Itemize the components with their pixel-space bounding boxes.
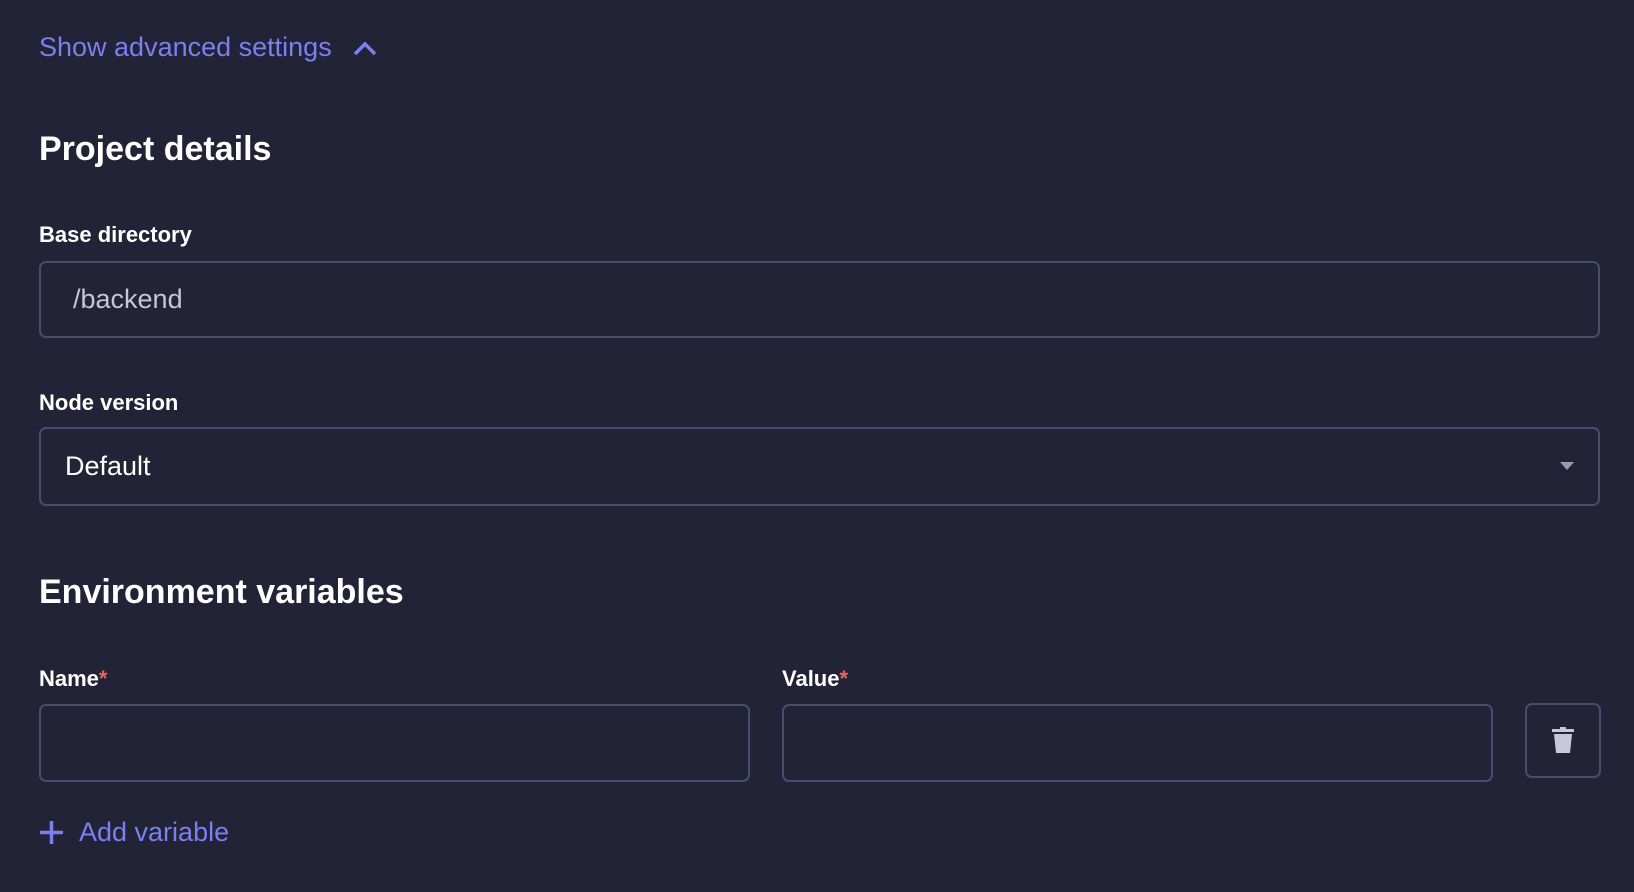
add-variable-button[interactable]: Add variable [39, 817, 229, 848]
node-version-label: Node version [39, 390, 179, 415]
env-value-input[interactable] [784, 706, 1491, 780]
base-directory-label: Base directory [39, 222, 192, 247]
env-name-input[interactable] [41, 706, 748, 780]
node-version-selected: Default [65, 451, 151, 481]
project-details-heading: Project details [39, 130, 272, 168]
base-directory-input-box[interactable] [39, 261, 1600, 338]
show-advanced-settings-toggle[interactable]: Show advanced settings [39, 32, 378, 63]
required-marker: * [98, 666, 108, 691]
env-value-input-box[interactable] [782, 704, 1493, 782]
base-directory-input[interactable] [41, 263, 1598, 336]
caret-down-icon [1560, 462, 1574, 470]
required-marker: * [839, 666, 849, 691]
environment-variables-heading: Environment variables [39, 573, 404, 611]
env-name-label-text: Name [39, 666, 99, 691]
node-version-select[interactable]: Default [39, 427, 1600, 506]
env-value-label-text: Value [782, 666, 840, 691]
delete-variable-button[interactable] [1525, 703, 1601, 778]
plus-icon [40, 821, 63, 844]
env-value-label: Value* [782, 666, 848, 692]
add-variable-label: Add variable [79, 817, 230, 847]
env-name-label: Name* [39, 666, 107, 692]
chevron-up-icon [353, 41, 376, 55]
show-advanced-settings-label: Show advanced settings [39, 32, 332, 62]
env-name-input-box[interactable] [39, 704, 750, 782]
trash-icon [1552, 727, 1574, 753]
